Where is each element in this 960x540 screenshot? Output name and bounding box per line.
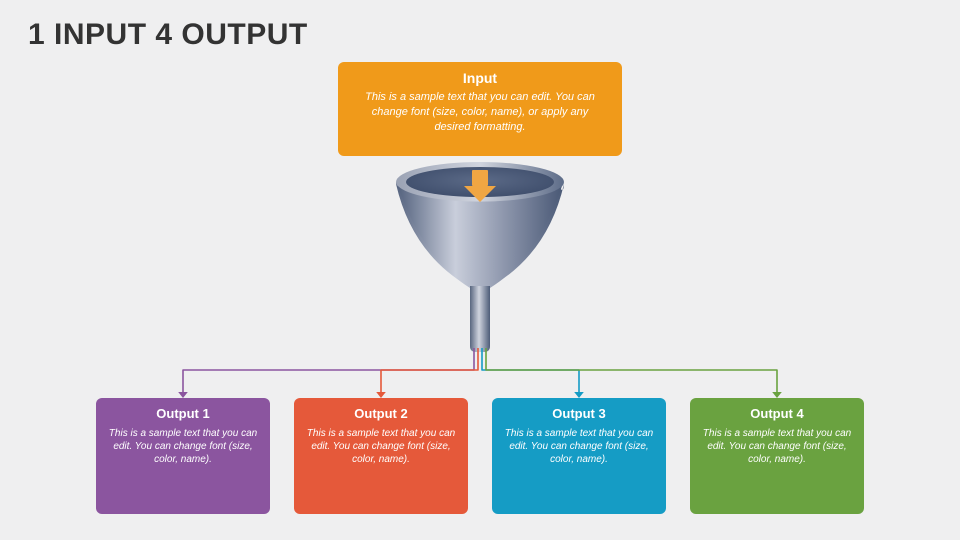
output-box-1: Output 1 This is a sample text that you c…: [96, 398, 270, 514]
output-box-title: Output 4: [702, 406, 852, 421]
output-box-title: Output 3: [504, 406, 654, 421]
input-box-title: Input: [354, 70, 606, 86]
output-box-2: Output 2 This is a sample text that you c…: [294, 398, 468, 514]
output-box-desc: This is a sample text that you can edit.…: [504, 427, 654, 466]
outputs-row: Output 1 This is a sample text that you c…: [96, 398, 864, 514]
output-box-desc: This is a sample text that you can edit.…: [108, 427, 258, 466]
output-box-desc: This is a sample text that you can edit.…: [306, 427, 456, 466]
page-title: 1 INPUT 4 OUTPUT: [28, 18, 308, 52]
output-box-3: Output 3 This is a sample text that you c…: [492, 398, 666, 514]
funnel-graphic: [392, 158, 568, 354]
output-box-4: Output 4 This is a sample text that you c…: [690, 398, 864, 514]
output-box-title: Output 2: [306, 406, 456, 421]
input-box: Input This is a sample text that you can…: [338, 62, 622, 156]
output-box-desc: This is a sample text that you can edit.…: [702, 427, 852, 466]
input-box-desc: This is a sample text that you can edit.…: [354, 90, 606, 135]
output-box-title: Output 1: [108, 406, 258, 421]
